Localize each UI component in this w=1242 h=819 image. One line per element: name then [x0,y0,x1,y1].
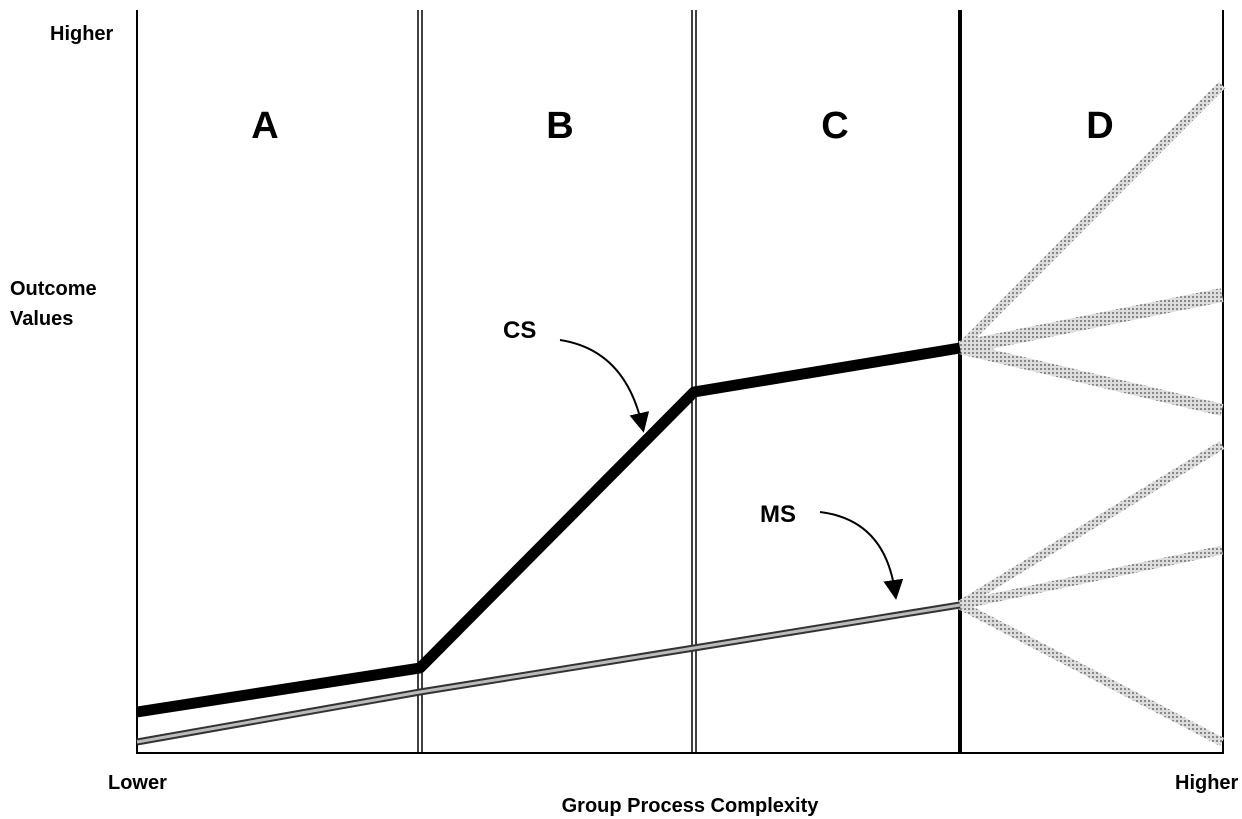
cs-line [136,342,961,718]
region-label: C [821,105,848,147]
ms-line-inner [136,603,961,744]
y-axis-label: Outcome [10,278,97,300]
projection-fans [956,81,1226,746]
x-axis-label: Group Process Complexity [562,795,820,817]
x-right-label: Higher [1175,772,1239,794]
x-left-label: Lower [108,772,167,794]
region-label: D [1086,105,1113,147]
y-top-label: Higher [50,23,114,45]
ms-arrow [819,511,904,600]
frame [136,10,1224,754]
cs-label: CS [503,317,536,344]
ms-label: MS [760,501,796,528]
y-axis-label: Values [10,308,73,330]
region-label: B [546,105,573,147]
region-label: A [251,105,278,147]
cs-arrow [559,339,650,433]
